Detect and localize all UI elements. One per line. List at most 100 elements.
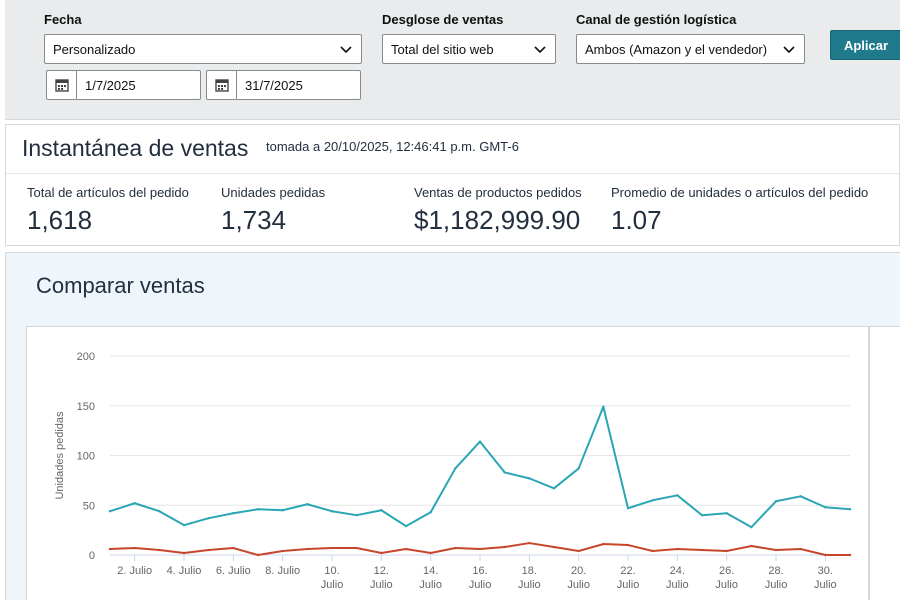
metric-label-average: Promedio de unidades o artículos del ped… [611,185,869,200]
date-from-field[interactable]: 1/7/2025 [46,70,201,100]
data-point [380,509,383,512]
y-tick-label: 100 [77,451,95,463]
data-point [725,512,728,515]
metric-value-average: 1.07 [611,205,662,235]
data-point [750,544,753,548]
metric-value-units: 1,734 [221,205,287,235]
data-point [404,547,408,551]
canal-select[interactable]: Ambos (Amazon y el vendedor) [576,34,805,64]
data-point [824,553,827,557]
calendar-icon[interactable] [207,71,237,99]
x-tick-label: 24. Julio [666,565,689,591]
data-point [281,509,284,512]
x-tick-label: 2. Julio [117,565,152,577]
filter-bar: Fecha Personalizado Desglose de ventas T… [5,0,900,120]
x-tick-label: 30. Julio [814,565,837,591]
data-point [799,495,802,498]
canal-label: Canal de gestión logística [576,12,737,27]
data-point [774,548,778,552]
data-point [577,467,580,470]
data-point [256,508,260,511]
units-line-chart: 0 50 100 150 200 Unidades pedidas 2. Julio 4. J… [54,351,852,591]
data-point [281,549,284,553]
data-point [232,512,235,515]
x-tick-label: 14. Julio [419,565,442,591]
y-tick-label: 200 [77,351,95,363]
x-tick-label: 4. Julio [167,565,202,577]
date-to-field[interactable]: 31/7/2025 [206,70,361,100]
data-point [651,499,654,502]
data-point [355,546,358,550]
data-point [848,553,852,557]
desglose-select[interactable]: Total del sitio web [382,34,556,64]
data-point [528,477,531,480]
chevron-down-icon [534,46,546,54]
x-tick-label: 12. Julio [370,565,393,591]
data-point [404,524,408,528]
metric-label-sales: Ventas de productos pedidos [414,185,582,200]
canal-select-value: Ambos (Amazon y el vendedor) [585,42,768,57]
data-point [355,514,358,517]
data-point [380,551,383,555]
fecha-select-value: Personalizado [53,42,136,57]
data-point [429,551,432,555]
data-point [330,546,334,550]
apply-button[interactable]: Aplicar [830,30,900,60]
data-point [133,546,136,550]
metric-label-items: Total de artículos del pedido [27,185,189,200]
data-point [158,548,161,552]
data-point [478,440,482,443]
data-point [626,507,630,510]
data-point [848,508,852,511]
data-point [306,547,309,551]
data-point [602,542,605,546]
calendar-icon[interactable] [47,71,77,99]
data-point [774,500,778,503]
x-tick-label: 20. Julio [567,565,590,591]
y-tick-label: 50 [83,500,95,512]
fecha-label: Fecha [44,12,82,27]
data-point [503,545,506,549]
data-point [207,548,210,552]
data-point [651,549,654,553]
data-point [478,547,482,551]
chart-card: 0 50 100 150 200 Unidades pedidas 2. Julio 4. J… [26,326,869,600]
compare-title: Comparar ventas [36,273,205,298]
data-point [330,510,334,513]
x-tick-label: 16. Julio [469,565,492,591]
y-tick-label: 0 [89,550,95,562]
date-from-value: 1/7/2025 [85,78,136,93]
series-line-0 [109,405,851,529]
divider [6,173,899,174]
data-point [108,510,112,513]
data-point [182,523,186,527]
chevron-down-icon [783,46,795,54]
desglose-select-value: Total del sitio web [391,42,494,57]
data-point [454,467,457,470]
data-point [158,510,161,513]
data-point [528,541,531,545]
x-tick-label: 10. Julio [321,565,344,591]
data-point [429,511,432,514]
compare-sales-section: Comparar ventas 0 50 100 150 200 Unidades ped… [5,252,900,600]
metric-value-sales: $1,182,999.90 [414,205,581,235]
data-point [602,405,605,408]
metric-value-items: 1,618 [27,205,93,235]
sales-snapshot: Instantánea de ventas tomada a 20/10/202… [5,124,900,246]
data-point [824,506,827,509]
data-point [725,549,728,553]
data-point [750,525,753,529]
data-point [799,547,802,551]
data-point [133,502,136,505]
data-point [700,514,704,517]
metric-label-units: Unidades pedidas [221,185,326,200]
data-point [700,548,704,552]
data-point [454,546,457,550]
fecha-select[interactable]: Personalizado [44,34,362,64]
date-to-value: 31/7/2025 [245,78,303,93]
data-point [552,545,556,549]
data-point [256,553,260,557]
data-point [626,543,630,547]
data-point [577,549,580,553]
data-point [207,516,210,520]
